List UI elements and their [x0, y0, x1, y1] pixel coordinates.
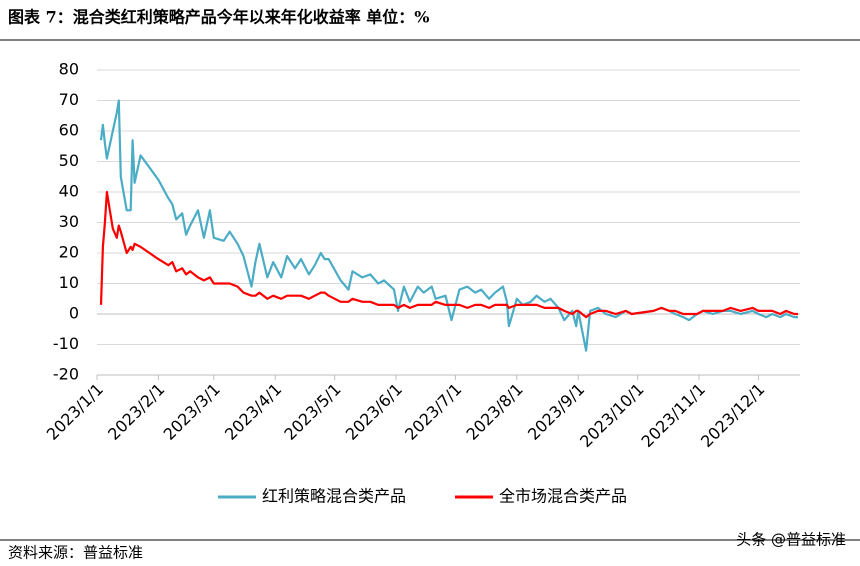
x-tick-label: 2023/8/1 — [463, 380, 527, 444]
y-tick-label: 20 — [59, 243, 79, 262]
x-tick-label: 2023/5/1 — [280, 380, 344, 444]
x-tick-label: 2023/10/1 — [576, 380, 647, 451]
watermark: 头条 @普益标准 — [736, 531, 846, 549]
x-tick-label: 2023/6/1 — [342, 380, 406, 444]
x-tick-label: 2023/4/1 — [221, 380, 285, 444]
y-tick-label: 70 — [59, 90, 79, 109]
legend-label: 红利策略混合类产品 — [262, 487, 406, 506]
y-tick-label: 80 — [59, 60, 79, 79]
x-tick-label: 2023/3/1 — [160, 380, 224, 444]
chart-title: 图表 7：混合类红利策略产品今年以来年化收益率 单位：% — [8, 8, 429, 27]
y-tick-label: -20 — [53, 365, 79, 384]
y-tick-label: 60 — [59, 121, 79, 140]
x-tick-label: 2023/1/1 — [43, 380, 107, 444]
y-tick-label: 10 — [59, 273, 79, 292]
source: 资料来源：普益标准 — [8, 544, 143, 562]
legend-label: 全市场混合类产品 — [499, 487, 627, 506]
y-tick-label: 30 — [59, 212, 79, 231]
y-tick-label: 50 — [59, 151, 79, 170]
x-tick-label: 2023/2/1 — [104, 380, 168, 444]
x-tick-label: 2023/7/1 — [401, 380, 465, 444]
y-tick-label: 0 — [69, 304, 79, 323]
y-tick-label: -10 — [53, 334, 79, 353]
y-tick-label: 40 — [59, 182, 79, 201]
x-tick-label: 2023/12/1 — [697, 380, 768, 451]
series-line — [99, 190, 798, 319]
